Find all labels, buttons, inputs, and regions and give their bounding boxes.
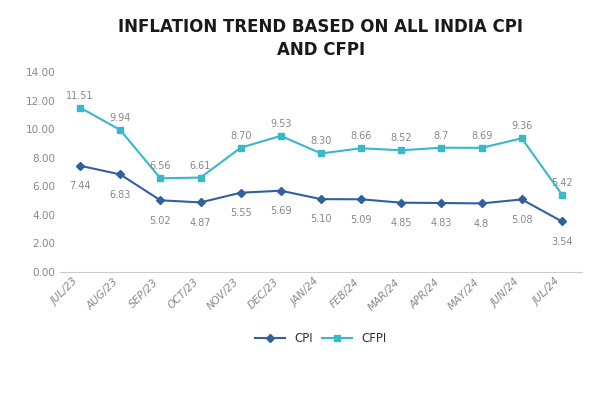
Text: 5.02: 5.02 bbox=[149, 216, 171, 226]
CPI bbox=[478, 201, 485, 206]
Title: INFLATION TREND BASED ON ALL INDIA CPI
AND CFPI: INFLATION TREND BASED ON ALL INDIA CPI A… bbox=[119, 18, 523, 59]
Text: 5.09: 5.09 bbox=[350, 214, 372, 224]
Text: 3.54: 3.54 bbox=[551, 237, 572, 247]
Text: 8.30: 8.30 bbox=[310, 136, 332, 146]
CPI bbox=[317, 197, 325, 202]
CPI bbox=[398, 200, 405, 205]
CPI bbox=[518, 197, 526, 202]
Legend: CPI, CFPI: CPI, CFPI bbox=[251, 328, 391, 350]
CFPI bbox=[398, 148, 405, 153]
Text: 8.7: 8.7 bbox=[434, 131, 449, 141]
Text: 4.87: 4.87 bbox=[190, 218, 211, 228]
CPI bbox=[559, 219, 566, 224]
Text: 11.51: 11.51 bbox=[66, 91, 94, 101]
CPI bbox=[438, 201, 445, 206]
Text: 5.55: 5.55 bbox=[230, 208, 251, 218]
Text: 6.56: 6.56 bbox=[149, 161, 171, 171]
Text: 6.61: 6.61 bbox=[190, 161, 211, 171]
CPI bbox=[76, 163, 83, 168]
Text: 6.83: 6.83 bbox=[110, 190, 131, 200]
CPI bbox=[237, 190, 244, 195]
CPI bbox=[116, 172, 124, 177]
Line: CPI: CPI bbox=[77, 163, 565, 224]
Line: CFPI: CFPI bbox=[77, 104, 565, 198]
Text: 8.66: 8.66 bbox=[350, 131, 372, 141]
Text: 8.52: 8.52 bbox=[391, 133, 412, 143]
Text: 5.69: 5.69 bbox=[270, 206, 292, 216]
Text: 5.42: 5.42 bbox=[551, 178, 573, 188]
CFPI bbox=[518, 136, 526, 141]
CFPI bbox=[358, 146, 365, 151]
Text: 5.10: 5.10 bbox=[310, 214, 332, 224]
CFPI bbox=[76, 105, 83, 110]
CFPI bbox=[438, 145, 445, 150]
Text: 9.94: 9.94 bbox=[110, 113, 131, 123]
Text: 4.8: 4.8 bbox=[474, 219, 489, 229]
CFPI bbox=[277, 134, 284, 138]
CPI bbox=[197, 200, 204, 205]
CFPI bbox=[197, 175, 204, 180]
Text: 4.85: 4.85 bbox=[391, 218, 412, 228]
Text: 7.44: 7.44 bbox=[70, 181, 91, 191]
CFPI bbox=[478, 146, 485, 150]
Text: 8.70: 8.70 bbox=[230, 131, 251, 141]
CFPI bbox=[237, 145, 244, 150]
Text: 5.08: 5.08 bbox=[511, 215, 533, 225]
CFPI bbox=[317, 151, 325, 156]
CPI bbox=[277, 188, 284, 193]
CFPI bbox=[116, 128, 124, 132]
Text: 9.36: 9.36 bbox=[511, 121, 532, 131]
CFPI bbox=[157, 176, 164, 181]
CPI bbox=[157, 198, 164, 203]
Text: 8.69: 8.69 bbox=[471, 131, 493, 141]
Text: 4.83: 4.83 bbox=[431, 218, 452, 228]
CFPI bbox=[559, 192, 566, 197]
CPI bbox=[358, 197, 365, 202]
Text: 9.53: 9.53 bbox=[270, 119, 292, 129]
